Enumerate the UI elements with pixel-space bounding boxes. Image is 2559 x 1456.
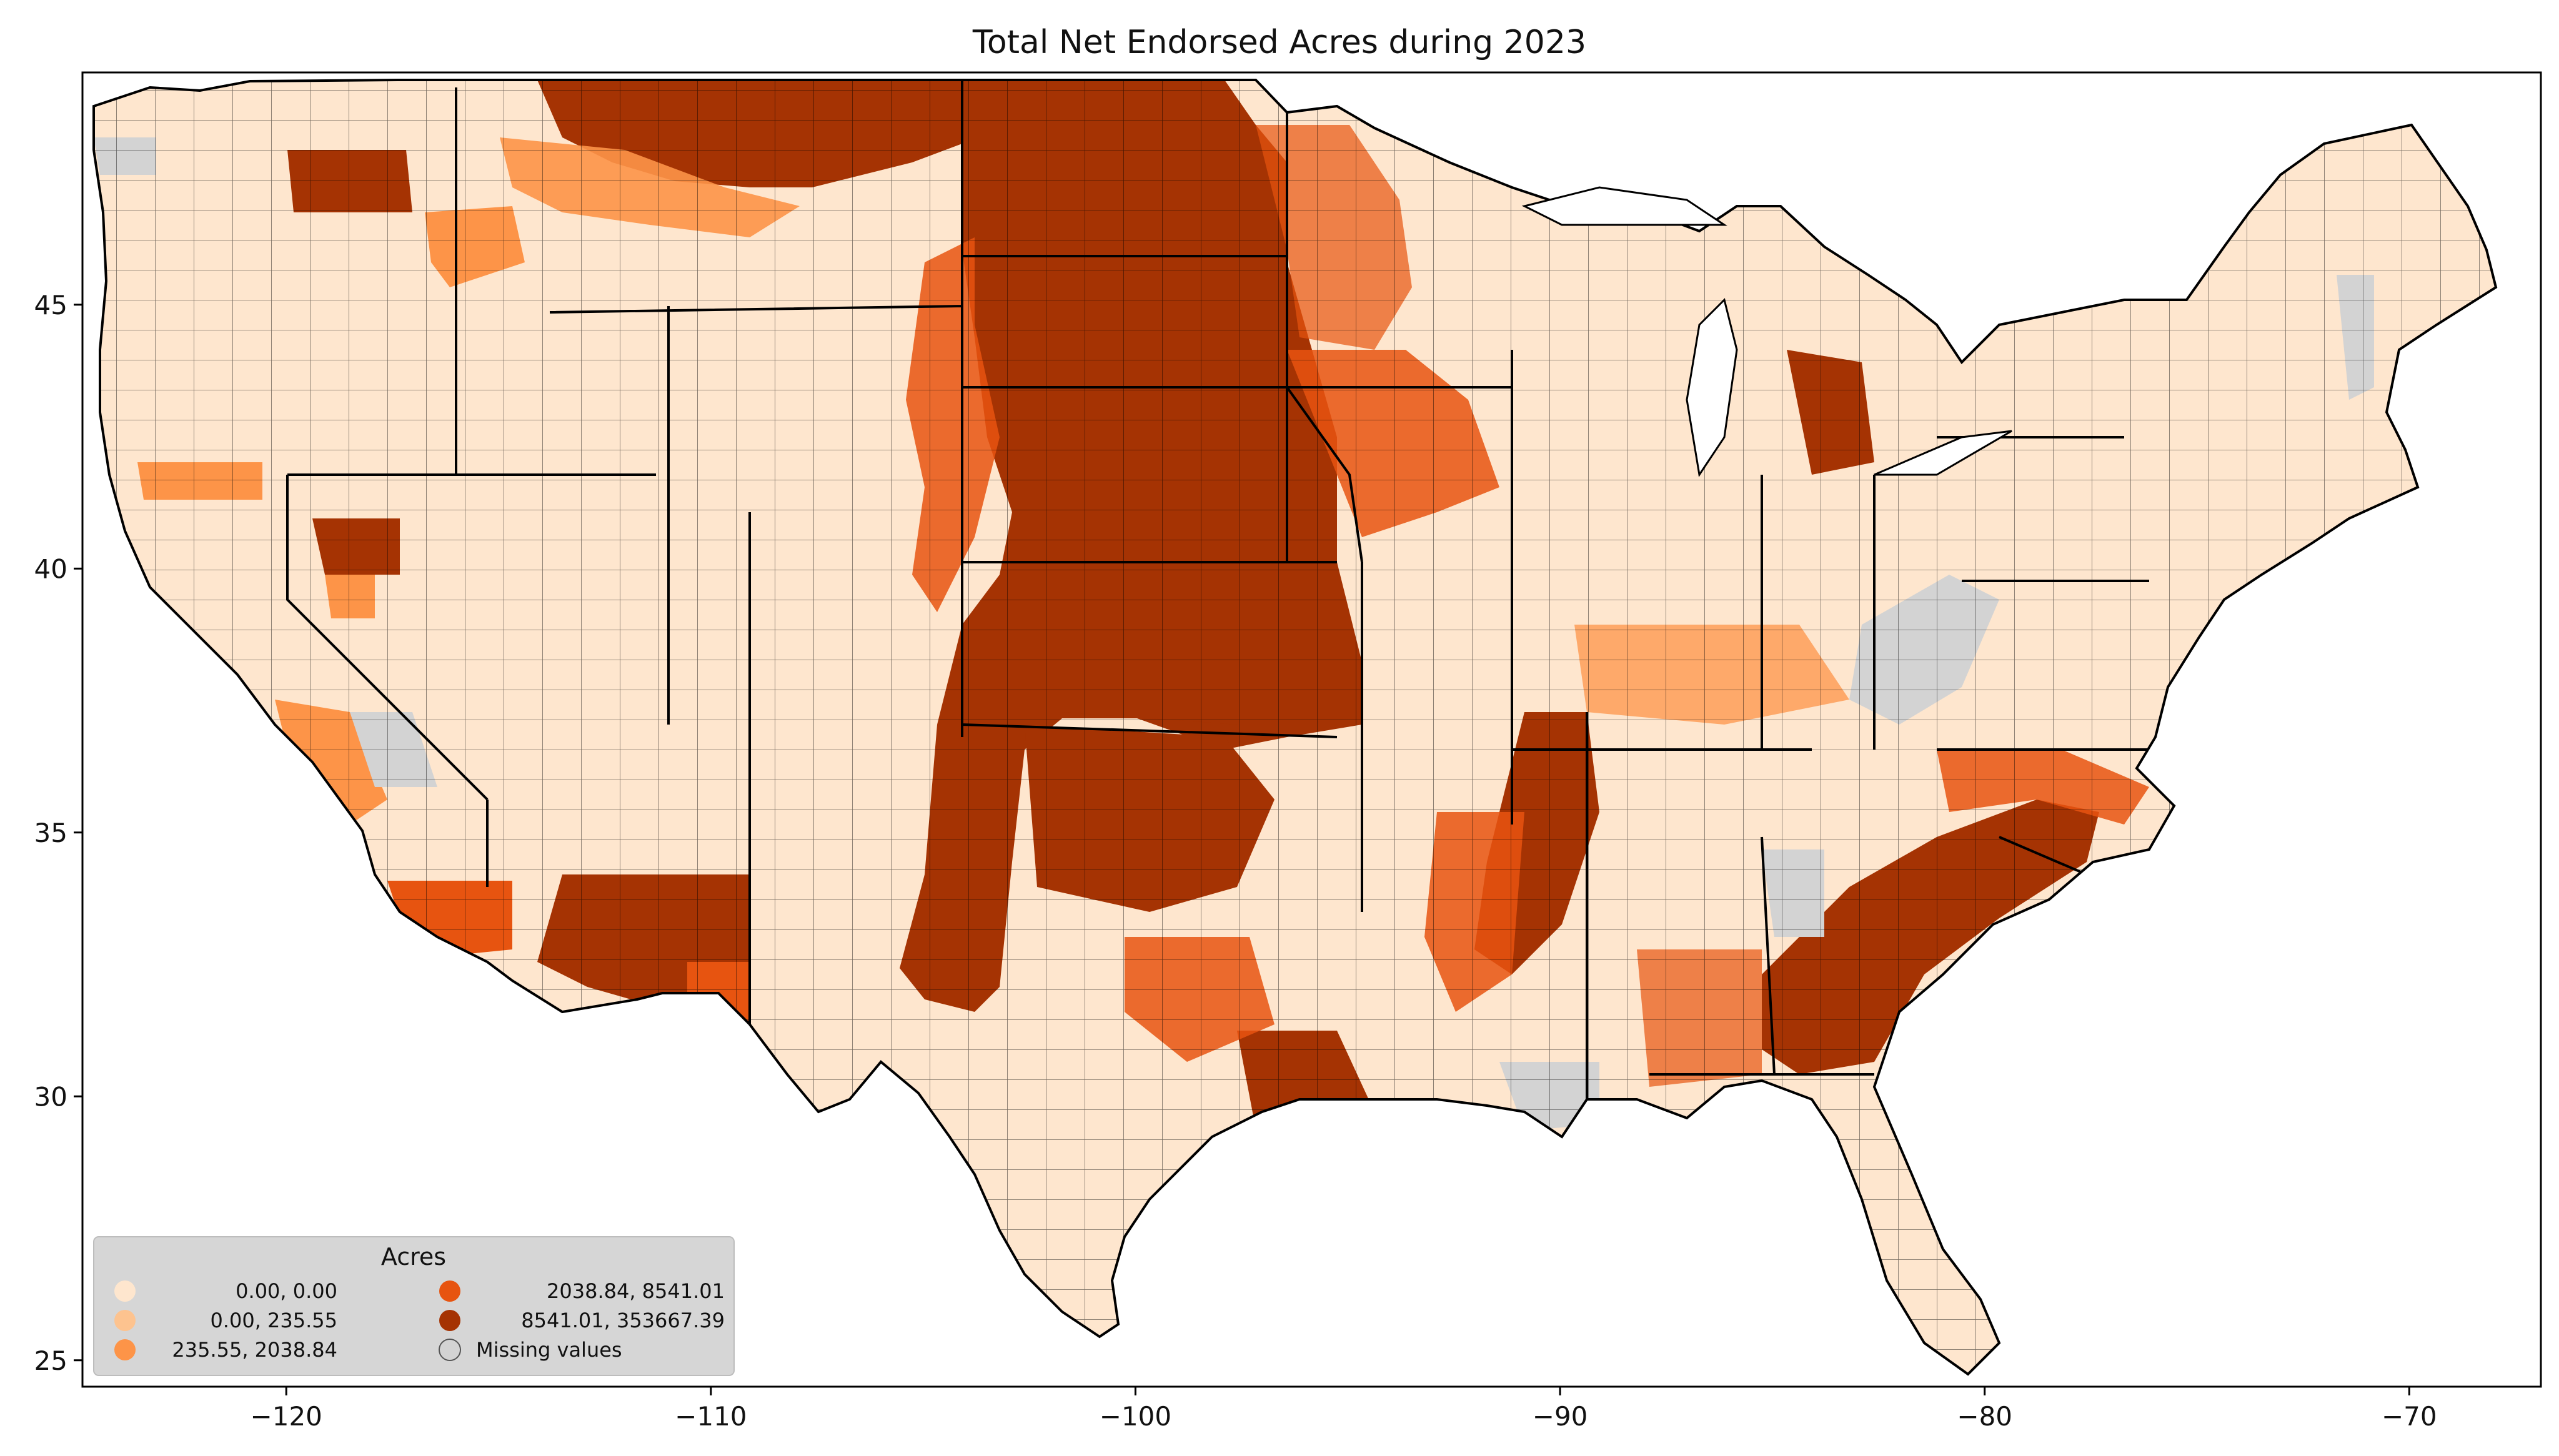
x-tick-label: −110 xyxy=(675,1401,747,1432)
state-borders xyxy=(286,80,2162,1112)
legend-entries: 0.00, 0.00 0.00, 235.55 235.55, 2038.84 203… xyxy=(114,1279,725,1362)
y-tick-label: 35 xyxy=(34,818,67,848)
y-tick-label: 40 xyxy=(34,553,67,584)
x-axis: −120 −110 −100 −90 −80 −70 xyxy=(251,1387,2437,1432)
legend-label: 235.55, 2038.84 xyxy=(172,1338,337,1362)
lake-michigan xyxy=(1686,298,1738,477)
legend: Acres 0.00, 0.00 0.00, 235.55 235.55, 2038… xyxy=(93,1236,735,1376)
legend-label: 8541.01, 353667.39 xyxy=(521,1309,725,1332)
legend-label: 2038.84, 8541.01 xyxy=(547,1279,725,1303)
legend-swatch xyxy=(114,1339,136,1360)
legend-swatch xyxy=(439,1280,460,1302)
legend-title: Acres xyxy=(381,1243,446,1270)
legend-swatch xyxy=(114,1310,136,1331)
us-outline xyxy=(92,79,2498,1376)
y-tick-label: 45 xyxy=(34,290,67,320)
y-tick-label: 30 xyxy=(34,1081,67,1112)
map-title: Total Net Endorsed Acres during 2023 xyxy=(972,24,1587,61)
x-tick-label: −80 xyxy=(1957,1401,2012,1432)
legend-swatch xyxy=(439,1310,460,1331)
legend-label: 0.00, 235.55 xyxy=(210,1309,337,1332)
y-axis: 25 30 35 40 45 xyxy=(34,290,82,1376)
x-tick-label: −90 xyxy=(1533,1401,1588,1432)
x-tick-label: −70 xyxy=(2382,1401,2437,1432)
y-tick-label: 25 xyxy=(34,1345,67,1376)
x-tick-label: −120 xyxy=(251,1401,322,1432)
legend-swatch xyxy=(439,1339,461,1361)
lake-erie xyxy=(1874,430,2012,476)
legend-box xyxy=(93,1236,735,1376)
legend-label: Missing values xyxy=(476,1338,622,1362)
x-tick-label: −100 xyxy=(1100,1401,1171,1432)
lake-superior xyxy=(1521,186,1727,226)
legend-swatch xyxy=(114,1280,136,1302)
legend-label: 0.00, 0.00 xyxy=(236,1279,337,1303)
